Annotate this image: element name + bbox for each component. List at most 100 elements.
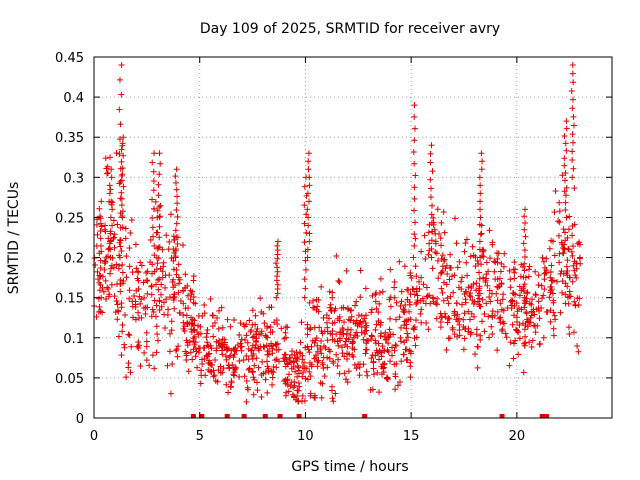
- data-point: [382, 329, 389, 336]
- data-point: [324, 337, 331, 344]
- data-point: [328, 387, 335, 394]
- data-point: [437, 318, 444, 325]
- data-point: [246, 365, 253, 372]
- data-point: [476, 246, 483, 253]
- data-point: [486, 255, 493, 262]
- data-point: [197, 380, 204, 387]
- data-point: [106, 245, 113, 252]
- data-point: [314, 358, 321, 365]
- data-point: [576, 255, 583, 262]
- data-point: [152, 313, 159, 320]
- data-point: [441, 258, 448, 265]
- data-point: [427, 159, 434, 166]
- data-point: [174, 213, 181, 220]
- data-point: [375, 309, 382, 316]
- data-point: [294, 387, 301, 394]
- data-point: [430, 214, 437, 221]
- data-point: [348, 307, 355, 314]
- data-point: [467, 290, 474, 297]
- data-point: [556, 208, 563, 215]
- data-point: [497, 319, 504, 326]
- data-point: [189, 356, 196, 363]
- data-point: [329, 328, 336, 335]
- data-point: [278, 325, 285, 332]
- data-point: [223, 381, 230, 388]
- data-point: [94, 231, 101, 238]
- data-point: [168, 327, 175, 334]
- data-point: [307, 373, 314, 380]
- data-point: [170, 266, 177, 273]
- data-point: [283, 389, 290, 396]
- data-point: [483, 300, 490, 307]
- data-point: [425, 326, 432, 333]
- data-point: [173, 166, 180, 173]
- data-point: [170, 257, 177, 264]
- data-point: [174, 353, 181, 360]
- data-point: [269, 381, 276, 388]
- data-point: [173, 234, 180, 241]
- data-point: [173, 347, 180, 354]
- data-point: [111, 244, 118, 251]
- data-point: [362, 346, 369, 353]
- data-point: [269, 350, 276, 357]
- data-point: [418, 248, 425, 255]
- data-point: [203, 330, 210, 337]
- data-point: [478, 222, 485, 229]
- data-point: [120, 278, 127, 285]
- data-point: [169, 279, 176, 286]
- data-point: [468, 329, 475, 336]
- data-point: [392, 341, 399, 348]
- data-point: [351, 361, 358, 368]
- data-point: [400, 306, 407, 313]
- data-point: [438, 285, 445, 292]
- data-point: [190, 277, 197, 284]
- data-point: [456, 258, 463, 265]
- data-point: [522, 219, 529, 226]
- data-point: [153, 302, 160, 309]
- data-point: [395, 382, 402, 389]
- data-point: [354, 333, 361, 340]
- data-point: [121, 311, 128, 318]
- data-point: [542, 269, 549, 276]
- data-point: [370, 359, 377, 366]
- data-point: [391, 347, 398, 354]
- data-point: [126, 244, 133, 251]
- data-point: [524, 323, 531, 330]
- data-point: [555, 232, 562, 239]
- data-point: [208, 368, 215, 375]
- data-point: [477, 206, 484, 213]
- data-point: [556, 219, 563, 226]
- data-point: [123, 253, 130, 260]
- data-point: [404, 286, 411, 293]
- data-point: [201, 301, 208, 308]
- baseline-marker: [241, 414, 247, 418]
- data-point: [461, 310, 468, 317]
- data-point: [352, 302, 359, 309]
- data-point: [473, 280, 480, 287]
- data-point: [428, 254, 435, 261]
- data-point: [268, 343, 275, 350]
- data-point: [303, 211, 310, 218]
- data-point: [449, 326, 456, 333]
- data-point: [478, 261, 485, 268]
- data-point: [111, 293, 118, 300]
- data-point: [166, 238, 173, 245]
- data-point: [418, 306, 425, 313]
- data-point: [135, 269, 142, 276]
- data-point: [514, 319, 521, 326]
- data-point: [499, 296, 506, 303]
- data-point: [143, 329, 150, 336]
- data-point: [440, 297, 447, 304]
- data-point: [561, 132, 568, 139]
- data-point: [441, 279, 448, 286]
- data-point: [129, 269, 136, 276]
- data-point: [114, 316, 121, 323]
- data-point: [494, 276, 501, 283]
- data-point: [264, 324, 271, 331]
- data-point: [488, 323, 495, 330]
- data-point: [125, 364, 132, 371]
- data-point: [218, 304, 225, 311]
- data-point: [169, 361, 176, 368]
- data-point: [237, 320, 244, 327]
- data-point: [293, 358, 300, 365]
